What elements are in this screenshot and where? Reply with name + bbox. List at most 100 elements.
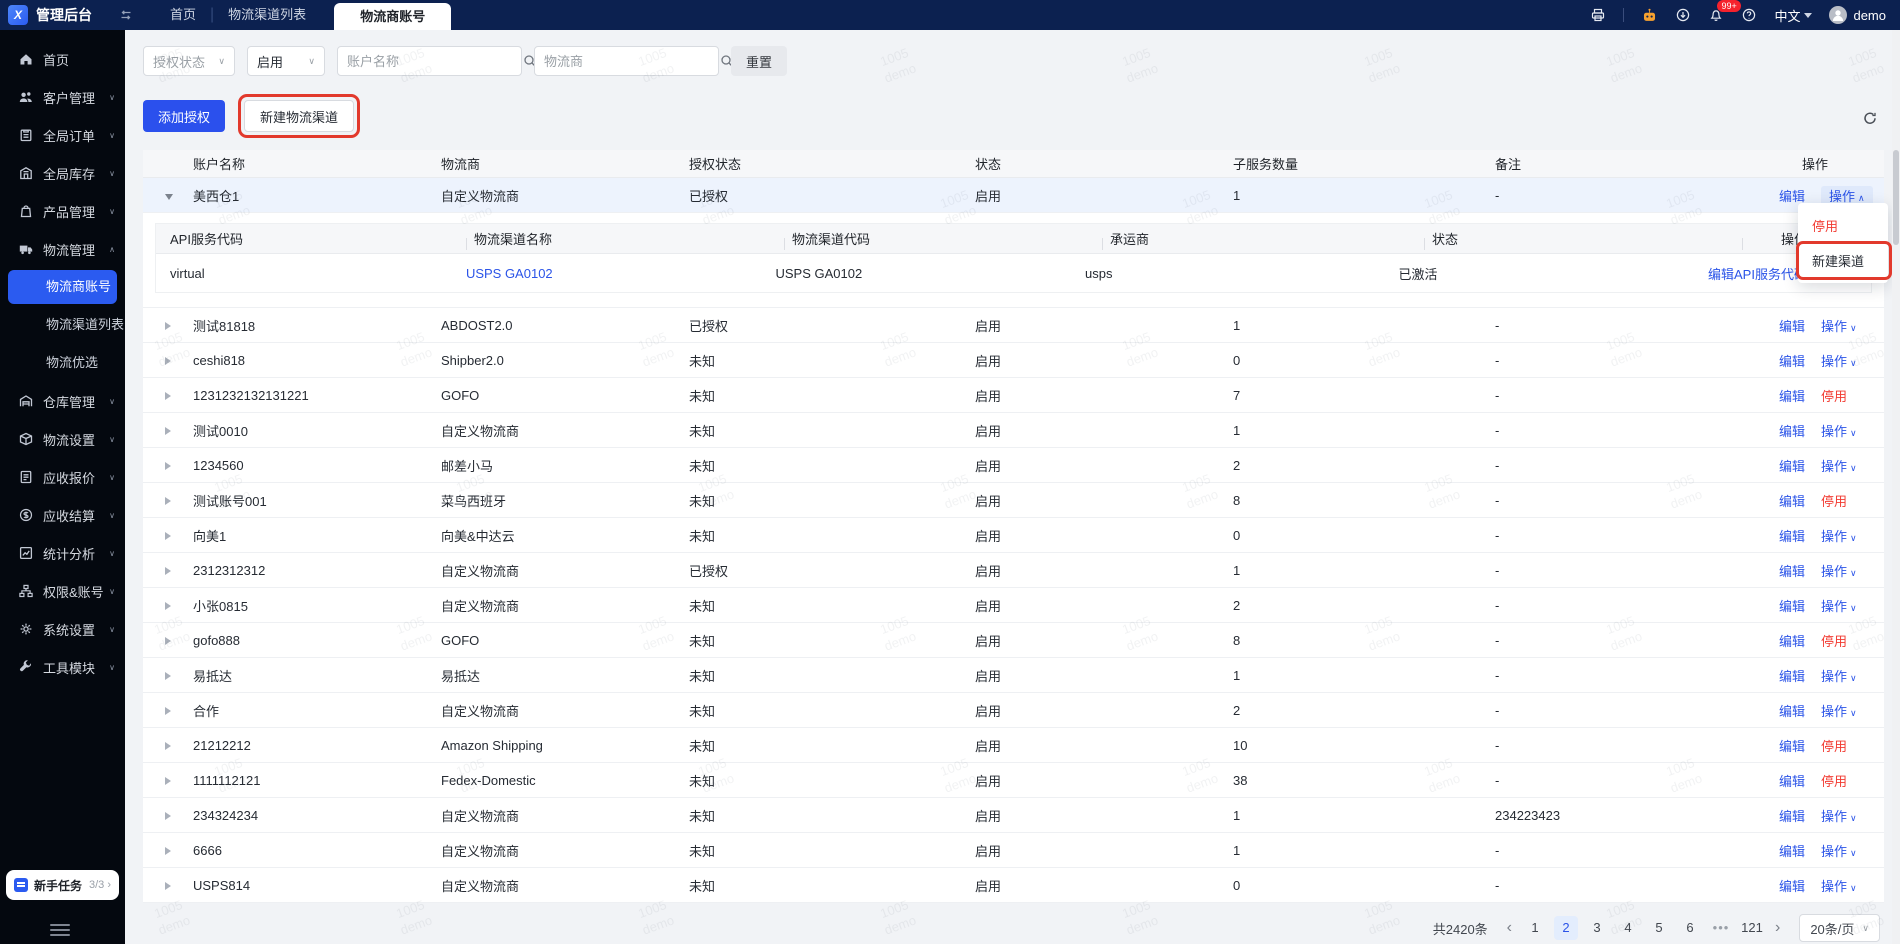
table-row[interactable]: ceshi818 Shipber2.0 未知 启用 0 - 编辑 操作 ∨ xyxy=(143,343,1884,378)
beginner-tasks-button[interactable]: 新手任务 3/3 › xyxy=(6,870,119,900)
sidebar-item-15[interactable]: 系统设置 ∨ xyxy=(0,610,125,648)
reset-button[interactable]: 重置 xyxy=(731,46,788,76)
row-expander[interactable] xyxy=(143,423,193,438)
table-row[interactable]: 测试0010 自定义物流商 未知 启用 1 - 编辑 操作 ∨ xyxy=(143,413,1884,448)
sidebar-item-1[interactable]: 客户管理 ∨ xyxy=(0,78,125,116)
sidebar-collapse-icon[interactable] xyxy=(118,7,134,23)
table-row[interactable]: 2312312312 自定义物流商 已授权 启用 1 - 编辑 操作 ∨ xyxy=(143,553,1884,588)
sidebar-subitem-8[interactable]: 物流优选 xyxy=(0,344,125,382)
language-selector[interactable]: 中文 xyxy=(1774,6,1813,25)
table-row[interactable]: 易抵达 易抵达 未知 启用 1 - 编辑 操作 ∨ xyxy=(143,658,1884,693)
disable-link[interactable]: 停用 xyxy=(1821,388,1848,404)
page-button-2[interactable]: 2 xyxy=(1554,916,1578,940)
row-expander[interactable] xyxy=(143,598,193,613)
page-button-5[interactable]: 5 xyxy=(1655,920,1663,935)
menu-item-new-channel[interactable]: 新建渠道 xyxy=(1796,241,1892,280)
row-expander[interactable] xyxy=(143,563,193,578)
action-menu-trigger[interactable]: 操作 ∨ xyxy=(1821,354,1857,369)
edit-link[interactable]: 编辑 xyxy=(1779,528,1806,544)
edit-link[interactable]: 编辑 xyxy=(1779,423,1806,439)
table-row[interactable]: 美西仓1 自定义物流商 已授权 启用 1- 编辑 操作 ∧ xyxy=(143,178,1884,213)
provider-input[interactable] xyxy=(544,53,720,69)
next-page-button[interactable]: › xyxy=(1775,919,1781,936)
tab-provider-accounts[interactable]: 物流商账号 xyxy=(334,3,452,30)
new-logistics-channel-button[interactable]: 新建物流渠道 xyxy=(244,100,355,132)
action-menu-trigger[interactable]: 操作 ∨ xyxy=(1821,704,1857,719)
disable-link[interactable]: 停用 xyxy=(1821,493,1848,509)
page-size-select[interactable]: 20条/页 ∨ xyxy=(1799,914,1880,942)
row-expander[interactable] xyxy=(143,388,193,403)
menu-toggle-icon[interactable] xyxy=(50,924,70,938)
tab-home[interactable]: 首页 xyxy=(170,7,197,22)
page-button-6[interactable]: 6 xyxy=(1686,920,1694,935)
edit-link[interactable]: 编辑 xyxy=(1779,808,1806,824)
edit-link[interactable]: 编辑 xyxy=(1779,458,1806,474)
user-menu[interactable]: demo xyxy=(1829,6,1886,24)
sidebar-item-11[interactable]: 应收报价 ∨ xyxy=(0,458,125,496)
sidebar-item-13[interactable]: 统计分析 ∨ xyxy=(0,534,125,572)
table-row[interactable]: 小张0815 自定义物流商 未知 启用 2 - 编辑 操作 ∨ xyxy=(143,588,1884,623)
row-expander[interactable] xyxy=(143,528,193,543)
table-row[interactable]: 合作 自定义物流商 未知 启用 2 - 编辑 操作 ∨ xyxy=(143,693,1884,728)
edit-link[interactable]: 编辑 xyxy=(1779,703,1806,719)
edit-link[interactable]: 编辑 xyxy=(1779,738,1806,754)
row-expander[interactable] xyxy=(143,703,193,718)
sidebar-item-2[interactable]: 全局订单 ∨ xyxy=(0,116,125,154)
sidebar-item-4[interactable]: 产品管理 ∨ xyxy=(0,192,125,230)
sidebar-item-9[interactable]: 仓库管理 ∨ xyxy=(0,382,125,420)
tab-channel-list[interactable]: 物流渠道列表 xyxy=(228,7,307,22)
status-select[interactable]: 启用 ∨ xyxy=(247,46,325,76)
auth-status-select[interactable]: 授权状态 ∨ xyxy=(143,46,235,76)
edit-link[interactable]: 编辑 xyxy=(1779,598,1806,614)
action-menu-trigger[interactable]: 操作 ∨ xyxy=(1821,424,1857,439)
table-row[interactable]: 测试账号001 菜鸟西班牙 未知 启用 8 - 编辑 停用 xyxy=(143,483,1884,518)
row-expander[interactable] xyxy=(143,318,193,333)
row-expander[interactable] xyxy=(143,878,193,893)
edit-link[interactable]: 编辑 xyxy=(1779,668,1806,684)
sidebar-item-3[interactable]: 全局库存 ∨ xyxy=(0,154,125,192)
account-name-input[interactable] xyxy=(347,53,523,69)
edit-link[interactable]: 编辑 xyxy=(1779,843,1806,859)
table-row[interactable]: 测试81818 ABDOST2.0 已授权 启用 1 - 编辑 操作 ∨ xyxy=(143,308,1884,343)
action-menu-trigger[interactable]: 操作 ∨ xyxy=(1821,809,1857,824)
sidebar-item-10[interactable]: 物流设置 ∨ xyxy=(0,420,125,458)
notifications-bell-icon[interactable]: 99+ xyxy=(1708,0,1741,23)
sidebar-subitem-6[interactable]: 物流商账号 xyxy=(8,270,117,304)
row-expander[interactable] xyxy=(143,633,193,648)
sidebar-subitem-7[interactable]: 物流渠道列表 xyxy=(0,306,125,344)
edit-link[interactable]: 编辑 xyxy=(1779,318,1806,334)
print-icon[interactable] xyxy=(1590,7,1606,23)
action-menu-trigger[interactable]: 操作 ∨ xyxy=(1821,599,1857,614)
edit-link[interactable]: 编辑 xyxy=(1779,773,1806,789)
edit-link[interactable]: 编辑 xyxy=(1779,563,1806,579)
row-expander[interactable] xyxy=(143,353,193,368)
action-menu-trigger[interactable]: 操作 ∨ xyxy=(1821,564,1857,579)
action-menu-trigger[interactable]: 操作 ∨ xyxy=(1821,844,1857,859)
page-button-121[interactable]: 121 xyxy=(1741,920,1763,935)
disable-link[interactable]: 停用 xyxy=(1821,738,1848,754)
sidebar-item-16[interactable]: 工具模块 ∨ xyxy=(0,648,125,686)
action-menu-trigger[interactable]: 操作 ∨ xyxy=(1821,529,1857,544)
help-icon[interactable] xyxy=(1741,7,1757,23)
row-expander[interactable] xyxy=(143,188,193,203)
table-row[interactable]: 1231232132131221 GOFO 未知 启用 7 - 编辑 停用 xyxy=(143,378,1884,413)
sidebar-item-0[interactable]: 首页 xyxy=(0,40,125,78)
action-menu-trigger[interactable]: 操作 ∧ xyxy=(1821,185,1873,205)
action-menu-trigger[interactable]: 操作 ∨ xyxy=(1821,669,1857,684)
edit-link[interactable]: 编辑 xyxy=(1779,353,1806,369)
edit-api-code-link[interactable]: 编辑API服务代码 xyxy=(1708,266,1807,282)
menu-item-disable[interactable]: 停用 xyxy=(1812,219,1839,234)
disable-link[interactable]: 停用 xyxy=(1821,773,1848,789)
edit-link[interactable]: 编辑 xyxy=(1779,633,1806,649)
channel-name-link[interactable]: USPS GA0102 xyxy=(465,265,553,281)
action-menu-trigger[interactable]: 操作 ∨ xyxy=(1821,319,1857,334)
edit-link[interactable]: 编辑 xyxy=(1779,388,1806,404)
edit-link[interactable]: 编辑 xyxy=(1779,878,1806,894)
table-row[interactable]: 6666 自定义物流商 未知 启用 1 - 编辑 操作 ∨ xyxy=(143,833,1884,868)
sidebar-item-14[interactable]: 权限&账号 ∨ xyxy=(0,572,125,610)
page-button-1[interactable]: 1 xyxy=(1531,920,1539,935)
table-row[interactable]: 1234560 邮差小马 未知 启用 2 - 编辑 操作 ∨ xyxy=(143,448,1884,483)
table-row[interactable]: gofo888 GOFO 未知 启用 8 - 编辑 停用 xyxy=(143,623,1884,658)
table-row[interactable]: USPS814 自定义物流商 未知 启用 0 - 编辑 操作 ∨ xyxy=(143,868,1884,903)
add-authorization-button[interactable]: 添加授权 xyxy=(143,100,226,132)
